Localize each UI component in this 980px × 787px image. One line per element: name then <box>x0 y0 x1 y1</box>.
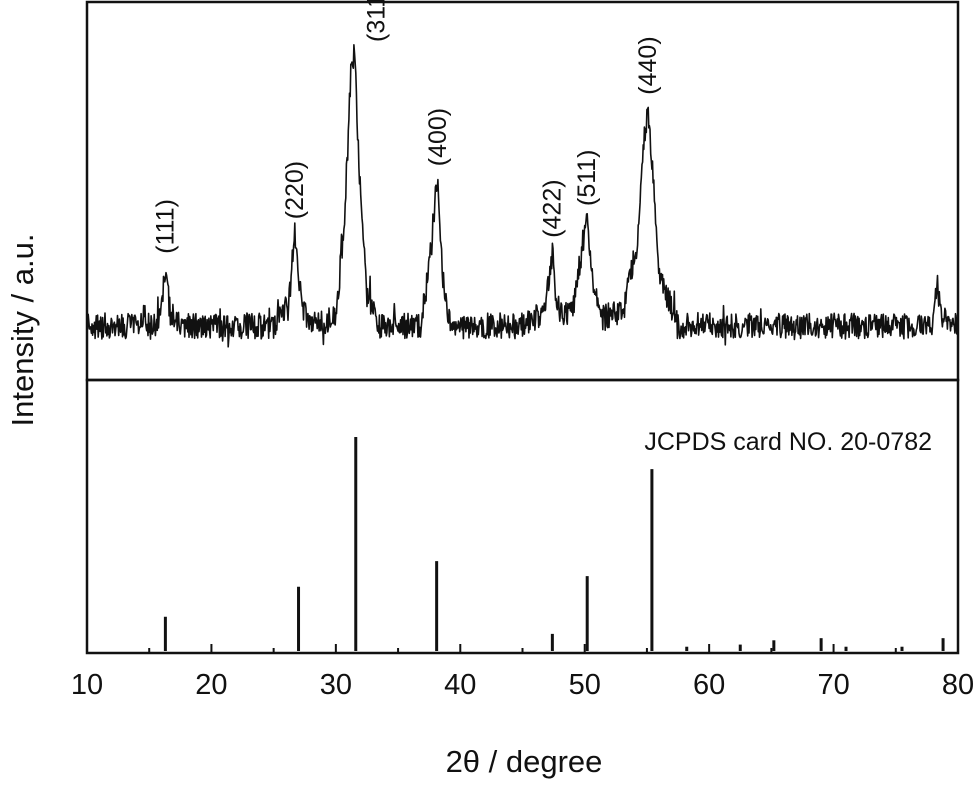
peak-label: (220) <box>281 161 309 219</box>
peak-label: (422) <box>538 179 566 237</box>
peak-label: (311) <box>363 0 391 42</box>
peak-label: (400) <box>424 108 452 166</box>
x-tick-label: 60 <box>693 669 725 701</box>
x-axis-label: 2θ / degree <box>446 744 603 779</box>
x-tick-label: 50 <box>569 669 601 701</box>
peak-label: (511) <box>573 149 601 206</box>
x-tick-label: 30 <box>320 669 352 701</box>
top-panel: (111) (220) (311) (400) (422)(511) (440) <box>85 0 960 382</box>
x-axis: 10 20 30 40 50 60 70 80 <box>71 644 974 701</box>
jcpds-annotation: JCPDS card NO. 20-0782 <box>644 428 932 456</box>
bottom-panel: JCPDS card NO. 20-0782 <box>85 378 960 655</box>
y-axis-label: Intensity / a.u. <box>5 234 40 427</box>
x-tick-label: 20 <box>195 669 227 701</box>
bottom-panel-frame <box>85 378 960 655</box>
x-tick-label: 40 <box>444 669 476 701</box>
peak-label: (440) <box>634 36 662 94</box>
x-tick-label: 70 <box>817 669 849 701</box>
peak-labels: (111) (220) (311) (400) (422)(511) (440) <box>151 0 662 254</box>
peak-label: (111) <box>151 199 179 254</box>
x-tick-label: 80 <box>942 669 974 701</box>
reference-sticks <box>163 437 945 651</box>
xrd-pattern-line <box>86 44 959 348</box>
x-tick-label: 10 <box>71 669 103 701</box>
